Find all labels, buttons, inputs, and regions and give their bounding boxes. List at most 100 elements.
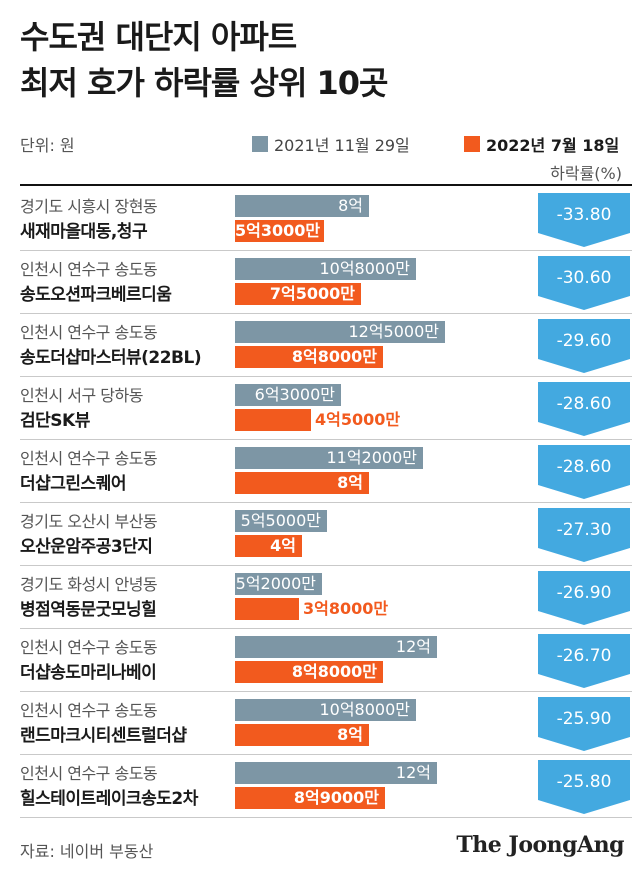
bar-2022-label: 3억8000만 [303, 599, 389, 618]
decline-arrow-polygon [538, 319, 630, 373]
bar-2021-label: 5억2000만 [235, 574, 316, 593]
decline-value: -26.90 [556, 583, 612, 603]
legend-swatch-gray [252, 136, 268, 152]
row-location: 인천시 연수구 송도동 [20, 449, 158, 468]
bar-2021: 5억2000만 [235, 573, 322, 595]
decline-badge: -30.60 [538, 256, 630, 310]
bar-2021-label: 10억8000만 [319, 700, 410, 719]
decline-badge: -25.80 [538, 760, 630, 814]
decline-badge: -28.60 [538, 445, 630, 499]
row-location: 인천시 연수구 송도동 [20, 764, 158, 783]
decline-value: -26.70 [556, 646, 612, 666]
bar-2022: 7억5000만 [235, 283, 361, 305]
bar-2022-label: 4억5000만 [315, 410, 401, 429]
bar-2022: 3억8000만 [235, 598, 388, 620]
decline-value: -25.80 [556, 772, 612, 792]
row-location: 경기도 시흥시 장현동 [20, 197, 158, 216]
bar-2021-label: 12억5000만 [348, 322, 439, 341]
row-apartment-name: 더샵그린스퀘어 [20, 474, 126, 494]
decline-arrow-shape [538, 256, 630, 310]
bar-2022: 8억 [235, 724, 369, 746]
bar-2022-label: 4억 [270, 536, 296, 555]
decline-arrow-polygon [538, 697, 630, 751]
decline-arrow-polygon [538, 382, 630, 436]
bar-2021-label: 10억8000만 [319, 259, 410, 278]
legend-label-2: 2022년 7월 18일 [486, 136, 620, 155]
decline-badge: -29.60 [538, 319, 630, 373]
decline-rate-header: 하락률(%) [550, 164, 622, 183]
table-row: 경기도 화성시 안녕동 병점역동문굿모닝힐 5억2000만 3억8000만 -26.90 [20, 565, 632, 629]
bar-2022-label: 8억 [337, 473, 363, 492]
bar-2021-label: 5억5000만 [240, 511, 321, 530]
row-apartment-name: 새재마을대동,청구 [20, 222, 148, 242]
bar-2021-label: 6억3000만 [254, 385, 335, 404]
decline-arrow-shape [538, 319, 630, 373]
decline-arrow-shape [538, 382, 630, 436]
row-apartment-name: 송도더샵마스터뷰(22BL) [20, 348, 202, 368]
bar-2021: 12억 [235, 762, 437, 784]
decline-badge: -27.30 [538, 508, 630, 562]
bar-2021-label: 11억2000만 [326, 448, 417, 467]
decline-badge: -25.90 [538, 697, 630, 751]
decline-arrow-polygon [538, 571, 630, 625]
decline-arrow-shape [538, 445, 630, 499]
bar-2022: 4억5000만 [235, 409, 400, 431]
bar-2021: 6억3000만 [235, 384, 341, 406]
bar-2021: 10억8000만 [235, 699, 416, 721]
decline-arrow-shape [538, 571, 630, 625]
bar-2021: 12억5000만 [235, 321, 445, 343]
bar-2021: 8억 [235, 195, 369, 217]
decline-badge: -26.90 [538, 571, 630, 625]
decline-arrow-polygon [538, 760, 630, 814]
decline-arrow-shape [538, 634, 630, 688]
decline-badge: -33.80 [538, 193, 630, 247]
bar-2022: 4억 [235, 535, 302, 557]
decline-value: -25.90 [556, 709, 612, 729]
bar-2021: 11억2000만 [235, 447, 423, 469]
source-note: 자료: 네이버 부동산 [20, 842, 154, 861]
bar-2022: 5억3000만 [235, 220, 324, 242]
decline-value: -28.60 [556, 394, 612, 414]
decline-arrow-shape [538, 508, 630, 562]
decline-value: -29.60 [556, 331, 612, 351]
legend-swatch-orange [464, 136, 480, 152]
bar-2022-label: 8억8000만 [291, 662, 377, 681]
decline-badge: -28.60 [538, 382, 630, 436]
table-row: 인천시 서구 당하동 검단SK뷰 6억3000만 4억5000만 -28.60 [20, 376, 632, 440]
row-location: 경기도 오산시 부산동 [20, 512, 158, 531]
table-row: 인천시 연수구 송도동 더샵송도마리나베이 12억 8억8000만 -26.70 [20, 628, 632, 692]
row-apartment-name: 힐스테이트레이크송도2차 [20, 789, 198, 809]
row-location: 인천시 서구 당하동 [20, 386, 143, 405]
title-line-1: 수도권 대단지 아파트 [20, 18, 297, 56]
bar-2022-label: 8억9000만 [293, 788, 379, 807]
bar-2021: 10억8000만 [235, 258, 416, 280]
row-location: 경기도 화성시 안녕동 [20, 575, 158, 594]
bar-2021-label: 12억 [395, 637, 431, 656]
bar-2022-label: 7억5000만 [269, 284, 355, 303]
decline-arrow-shape [538, 697, 630, 751]
bar-2021-label: 12억 [395, 763, 431, 782]
decline-value: -27.30 [556, 520, 612, 540]
decline-value: -33.80 [556, 205, 612, 225]
bar-2021: 12억 [235, 636, 437, 658]
bar-2022-label: 8억8000만 [291, 347, 377, 366]
table-row: 인천시 연수구 송도동 송도더샵마스터뷰(22BL) 12억5000만 8억8000만… [20, 313, 632, 377]
decline-value: -30.60 [556, 268, 612, 288]
row-apartment-name: 더샵송도마리나베이 [20, 663, 157, 683]
row-location: 인천시 연수구 송도동 [20, 260, 158, 279]
decline-arrow-polygon [538, 256, 630, 310]
table-row: 인천시 연수구 송도동 랜드마크시티센트럴더샵 10억8000만 8억 -25.90 [20, 691, 632, 755]
decline-arrow-shape [538, 193, 630, 247]
row-apartment-name: 오산운암주공3단지 [20, 537, 153, 557]
row-apartment-name: 랜드마크시티센트럴더샵 [20, 726, 187, 746]
row-apartment-name: 송도오션파크베르디움 [20, 285, 172, 305]
bar-2022: 8억8000만 [235, 661, 383, 683]
decline-badge: -26.70 [538, 634, 630, 688]
title-line-2: 최저 호가 하락률 상위 10곳 [20, 64, 388, 102]
header-divider [20, 184, 632, 186]
bar-2022-label: 5억3000만 [235, 221, 321, 240]
legend-series-2: 2022년 7월 18일 [464, 132, 619, 156]
